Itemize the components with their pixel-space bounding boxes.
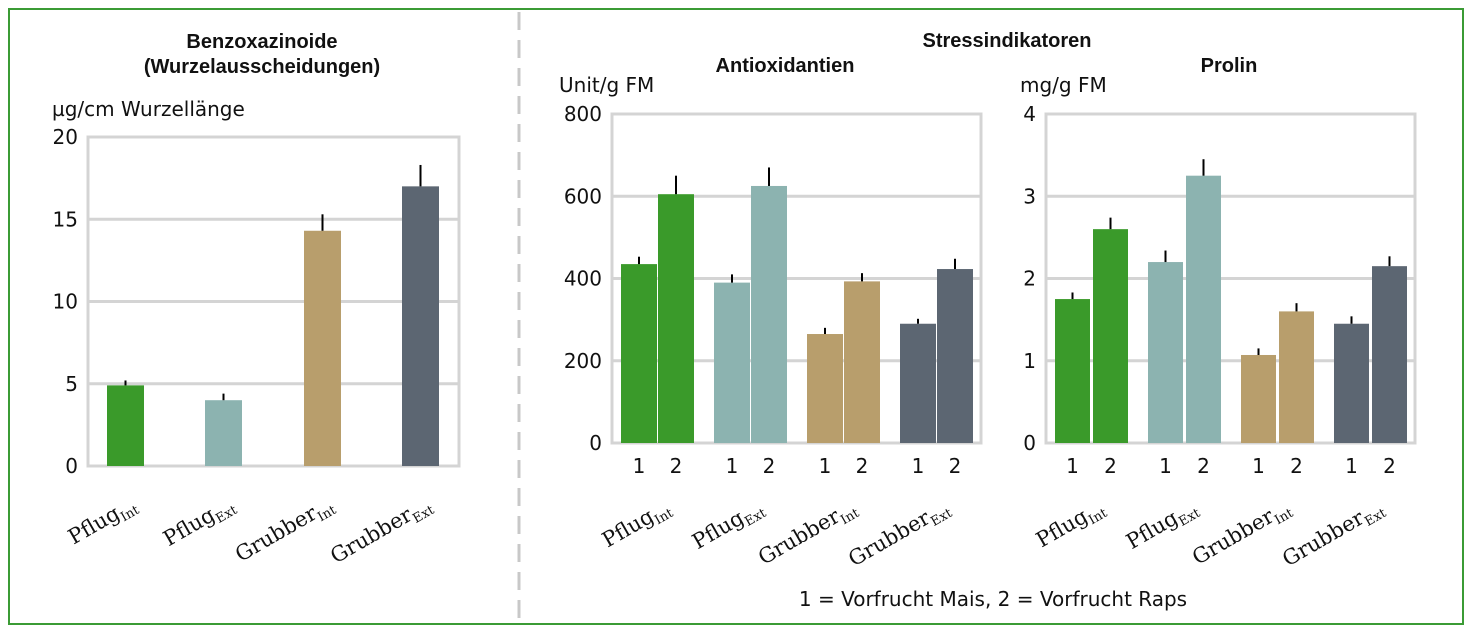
subgroup-label: 2 — [763, 454, 776, 478]
stressindikatoren-title: Stressindikatoren — [923, 30, 1092, 52]
bar — [1186, 175, 1221, 443]
subgroup-label: 2 — [1104, 454, 1117, 478]
bar — [1148, 262, 1183, 443]
panel2-y-unit: Unit/g FM — [559, 73, 654, 97]
bar — [205, 400, 242, 466]
bar — [107, 385, 144, 466]
subgroup-label: 2 — [1383, 454, 1396, 478]
panel3-title: Prolin — [1201, 55, 1258, 77]
y-tick-label: 0 — [589, 431, 602, 455]
category-label: PflugInt — [598, 494, 677, 556]
category-label: GrubberExt — [326, 491, 437, 572]
category-label: PflugExt — [159, 491, 240, 554]
panel3-y-unit: mg/g FM — [1020, 73, 1107, 97]
y-tick-label: 400 — [564, 267, 602, 291]
bar — [621, 264, 657, 443]
plot-frame — [610, 112, 983, 445]
category-label: GrubberExt — [1278, 494, 1389, 575]
panel2-title: Antioxidantien — [716, 55, 855, 77]
bar — [1241, 354, 1276, 443]
bar — [714, 282, 750, 443]
footnote: 1 = Vorfrucht Mais, 2 = Vorfrucht Raps — [799, 587, 1187, 611]
category-label: GrubberInt — [754, 494, 863, 573]
y-tick-label: 3 — [1023, 184, 1036, 208]
y-tick-label: 0 — [1023, 431, 1036, 455]
plot-frame — [86, 135, 461, 468]
subgroup-label: 2 — [670, 454, 683, 478]
subgroup-label: 1 — [1345, 454, 1358, 478]
bar — [1055, 299, 1090, 443]
subgroup-label: 1 — [1159, 454, 1172, 478]
y-tick-label: 800 — [564, 102, 602, 126]
subgroup-label: 1 — [819, 454, 832, 478]
subgroup-label: 1 — [1066, 454, 1079, 478]
y-tick-label: 2 — [1023, 267, 1036, 291]
bar — [807, 334, 843, 443]
subgroup-label: 2 — [949, 454, 962, 478]
y-tick-label: 10 — [53, 290, 78, 314]
y-tick-label: 15 — [53, 207, 78, 231]
y-tick-label: 600 — [564, 184, 602, 208]
panel1-y-unit: µg/cm Wurzellänge — [52, 97, 245, 121]
subgroup-label: 2 — [856, 454, 869, 478]
y-tick-label: 200 — [564, 349, 602, 373]
bar — [900, 323, 936, 443]
bar — [751, 185, 787, 443]
panel1-title-line2: (Wurzelausscheidungen) — [144, 56, 380, 78]
category-label: PflugInt — [1032, 494, 1111, 556]
bar — [844, 281, 880, 443]
subgroup-label: 2 — [1290, 454, 1303, 478]
bar — [1372, 266, 1407, 443]
category-label: PflugInt — [64, 491, 143, 553]
y-tick-label: 1 — [1023, 349, 1036, 373]
bar — [304, 230, 341, 466]
bar — [402, 186, 439, 466]
subgroup-label: 2 — [1197, 454, 1210, 478]
bar — [1279, 311, 1314, 443]
y-tick-label: 20 — [53, 125, 78, 149]
y-tick-label: 4 — [1023, 102, 1036, 126]
bar — [1334, 323, 1369, 443]
category-label: GrubberInt — [1188, 494, 1297, 573]
y-tick-label: 5 — [65, 372, 78, 396]
subgroup-label: 1 — [1252, 454, 1265, 478]
bar — [1093, 229, 1128, 443]
category-label: GrubberExt — [844, 494, 955, 575]
y-tick-label: 0 — [65, 454, 78, 478]
figure-frame — [8, 8, 1464, 625]
category-label: GrubberInt — [231, 491, 340, 570]
bar — [937, 269, 973, 443]
bar — [658, 194, 694, 443]
subgroup-label: 1 — [912, 454, 925, 478]
panel1-title-line1: Benzoxazinoide — [186, 31, 337, 53]
plot-frame — [1044, 112, 1417, 445]
subgroup-label: 1 — [726, 454, 739, 478]
subgroup-label: 1 — [633, 454, 646, 478]
